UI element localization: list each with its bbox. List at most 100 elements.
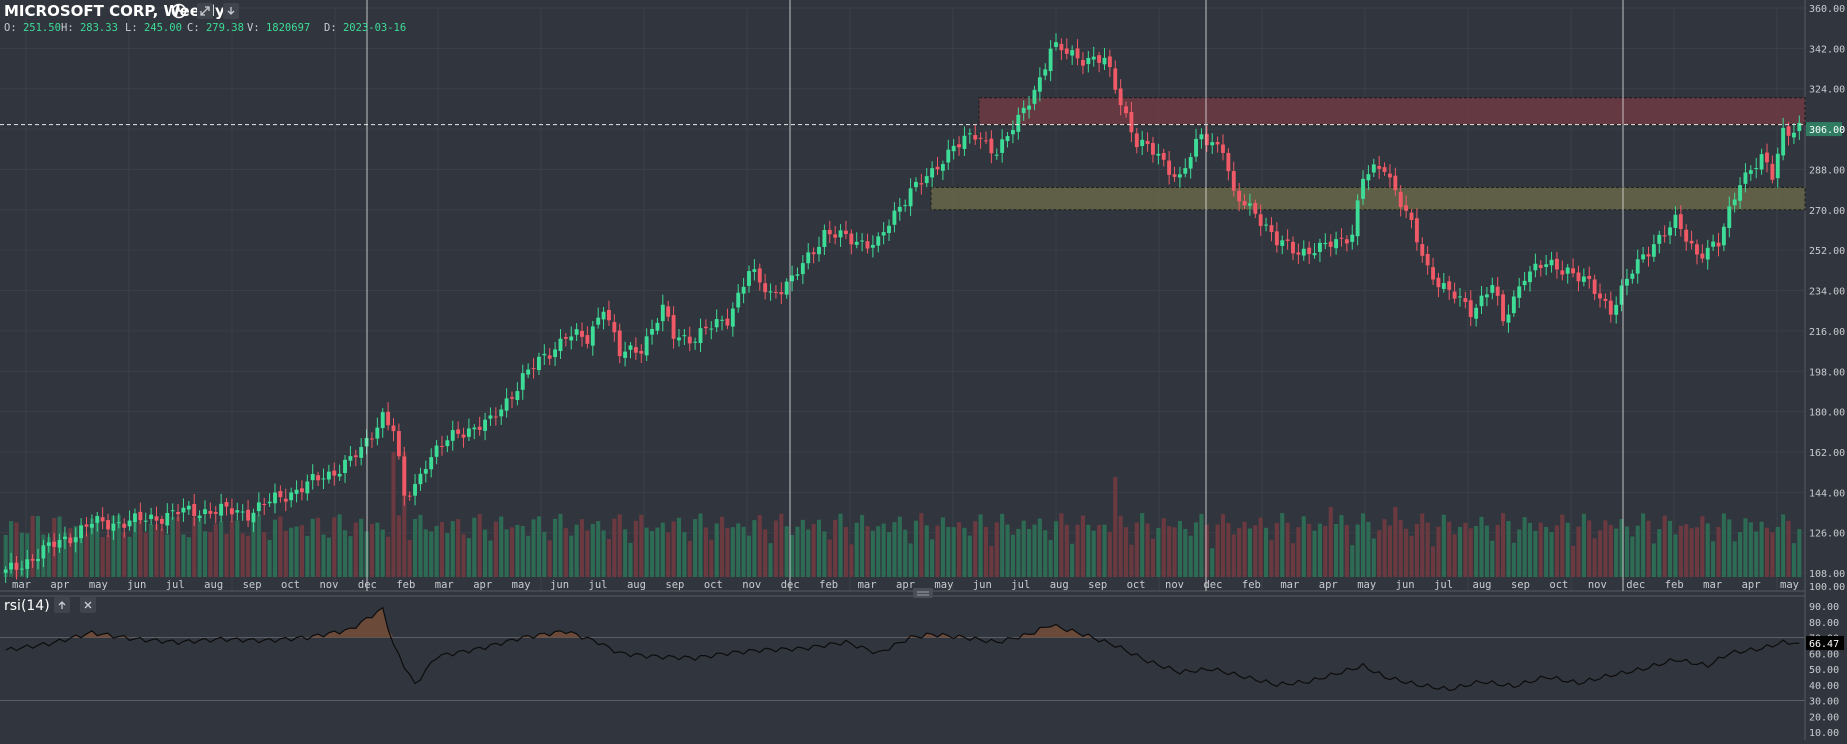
candle-body[interactable] — [1388, 173, 1392, 178]
candle-body[interactable] — [914, 181, 918, 188]
candle-body[interactable] — [1043, 69, 1048, 76]
candle-body[interactable] — [671, 315, 676, 339]
candle-body[interactable] — [703, 326, 708, 329]
candle-body[interactable] — [1366, 174, 1371, 181]
candle-body[interactable] — [698, 328, 703, 344]
candle-body[interactable] — [1711, 241, 1716, 247]
candle-body[interactable] — [1748, 170, 1753, 174]
candle-body[interactable] — [1194, 138, 1198, 157]
candle-body[interactable] — [844, 230, 848, 234]
candle-body[interactable] — [1625, 278, 1629, 286]
candle-body[interactable] — [116, 522, 121, 524]
candle-body[interactable] — [1371, 164, 1376, 173]
candle-body[interactable] — [1549, 259, 1554, 266]
candle-body[interactable] — [709, 328, 714, 330]
candle-body[interactable] — [795, 274, 800, 276]
candle-body[interactable] — [725, 318, 730, 326]
candle-body[interactable] — [1689, 240, 1694, 244]
candle-body[interactable] — [273, 492, 277, 504]
candle-body[interactable] — [1010, 130, 1015, 135]
candle-body[interactable] — [224, 502, 229, 507]
candle-body[interactable] — [305, 481, 310, 494]
candle-body[interactable] — [935, 166, 940, 170]
candle-body[interactable] — [1075, 48, 1080, 59]
candle-body[interactable] — [1032, 89, 1037, 104]
candle-body[interactable] — [256, 502, 261, 512]
candle-body[interactable] — [353, 455, 358, 458]
candle-body[interactable] — [1064, 48, 1069, 54]
candle-body[interactable] — [1695, 244, 1699, 255]
candle-body[interactable] — [1657, 234, 1662, 244]
candle-body[interactable] — [1678, 214, 1683, 230]
candle-body[interactable] — [962, 135, 967, 149]
candle-body[interactable] — [1484, 294, 1489, 298]
expand-icon[interactable] — [197, 3, 213, 19]
candle-body[interactable] — [1118, 88, 1123, 106]
candle-body[interactable] — [3, 569, 8, 573]
candle-body[interactable] — [790, 275, 795, 282]
candle-body[interactable] — [1285, 239, 1290, 241]
candle-body[interactable] — [429, 457, 434, 470]
candle-body[interactable] — [1102, 57, 1107, 65]
candle-body[interactable] — [1161, 152, 1166, 160]
candle-body[interactable] — [1517, 286, 1522, 298]
candle-body[interactable] — [1027, 105, 1032, 110]
candle-body[interactable] — [870, 244, 875, 248]
candle-body[interactable] — [1571, 268, 1576, 274]
candle-body[interactable] — [1264, 224, 1269, 226]
candle-body[interactable] — [1016, 114, 1021, 132]
candle-body[interactable] — [229, 508, 234, 515]
candle-body[interactable] — [1312, 253, 1317, 256]
candle-body[interactable] — [1770, 163, 1775, 180]
candle-body[interactable] — [466, 428, 471, 437]
candle-body[interactable] — [1269, 225, 1274, 233]
candle-body[interactable] — [1086, 57, 1091, 65]
candle-body[interactable] — [1646, 254, 1651, 257]
candle-body[interactable] — [1296, 252, 1301, 255]
candle-body[interactable] — [19, 568, 24, 570]
candle-body[interactable] — [73, 537, 78, 543]
candle-body[interactable] — [1204, 134, 1209, 146]
candle-body[interactable] — [375, 427, 380, 439]
candle-body[interactable] — [472, 427, 477, 430]
candle-body[interactable] — [143, 520, 148, 522]
candle-body[interactable] — [1425, 253, 1430, 266]
candle-body[interactable] — [1786, 126, 1791, 136]
candle-body[interactable] — [1635, 259, 1640, 274]
candle-body[interactable] — [100, 517, 105, 522]
candle-body[interactable] — [973, 134, 978, 140]
candle-body[interactable] — [1215, 142, 1220, 145]
candle-body[interactable] — [1247, 203, 1252, 206]
candle-body[interactable] — [1581, 276, 1586, 282]
candle-body[interactable] — [289, 492, 294, 501]
candle-body[interactable] — [1317, 242, 1322, 252]
candle-body[interactable] — [510, 397, 514, 399]
candle-body[interactable] — [337, 473, 342, 477]
candle-body[interactable] — [1183, 168, 1188, 174]
candle-body[interactable] — [52, 541, 57, 547]
candle-body[interactable] — [1452, 291, 1457, 299]
candle-body[interactable] — [1398, 191, 1403, 208]
candle-body[interactable] — [95, 516, 100, 523]
candle-body[interactable] — [1231, 171, 1236, 191]
candle-body[interactable] — [370, 438, 374, 440]
close-icon[interactable] — [80, 597, 96, 613]
candle-body[interactable] — [1560, 270, 1565, 275]
candle-body[interactable] — [542, 353, 547, 356]
candle-body[interactable] — [294, 489, 299, 494]
candle-body[interactable] — [1791, 132, 1796, 138]
candle-body[interactable] — [170, 510, 175, 512]
candle-body[interactable] — [1468, 300, 1473, 318]
candle-body[interactable] — [251, 512, 256, 523]
candle-body[interactable] — [89, 523, 94, 528]
candle-body[interactable] — [1097, 55, 1102, 63]
candle-body[interactable] — [1167, 160, 1172, 175]
candle-body[interactable] — [138, 511, 143, 520]
candle-body[interactable] — [1565, 267, 1570, 274]
candle-body[interactable] — [1140, 139, 1145, 146]
candle-body[interactable] — [68, 537, 73, 544]
candle-body[interactable] — [1221, 144, 1225, 153]
candle-body[interactable] — [919, 183, 924, 185]
candle-body[interactable] — [666, 306, 671, 317]
candle-body[interactable] — [1743, 172, 1748, 184]
